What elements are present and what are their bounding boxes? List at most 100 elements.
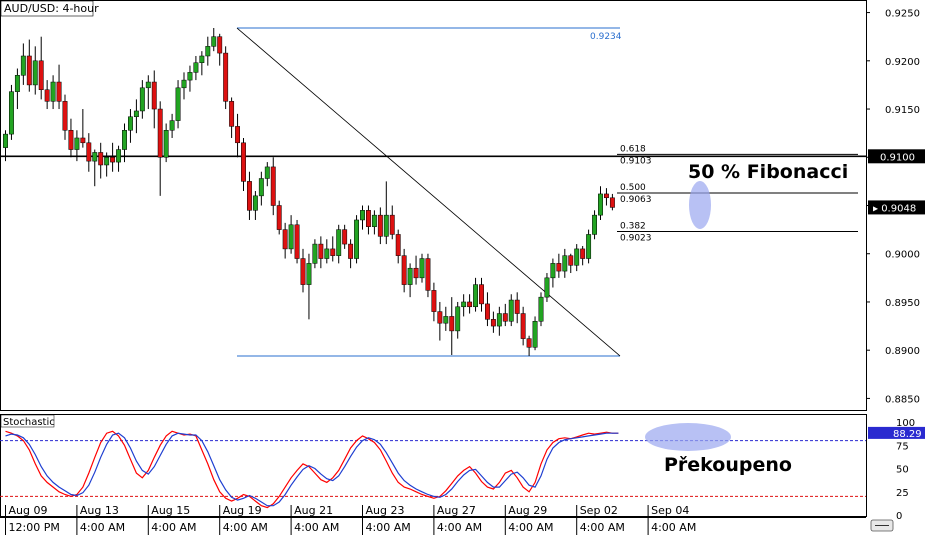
candle	[562, 248, 568, 278]
candle	[229, 97, 235, 138]
stoch-k-line	[5, 430, 619, 509]
x-time-label: 4:00 AM	[651, 521, 696, 534]
fib-highlight	[689, 181, 711, 229]
x-time-label: 4:00 AM	[580, 521, 625, 534]
current-price-tag	[868, 200, 925, 215]
candle	[247, 171, 252, 220]
candle	[455, 301, 461, 339]
candle	[282, 222, 288, 259]
x-time-label: 4:00 AM	[80, 521, 125, 534]
candle	[205, 36, 211, 66]
candle	[371, 210, 377, 235]
candle	[318, 236, 324, 269]
candle	[383, 181, 389, 245]
candle	[133, 99, 139, 134]
candle	[86, 133, 92, 172]
candle	[235, 113, 241, 158]
candle	[44, 80, 50, 110]
candle	[163, 123, 169, 163]
candle	[336, 224, 342, 264]
candle	[128, 109, 133, 143]
candle	[264, 162, 270, 187]
candle	[592, 210, 597, 240]
candle	[68, 118, 74, 158]
candle	[193, 55, 199, 81]
candle	[526, 335, 532, 356]
candle	[508, 294, 514, 327]
candle	[139, 80, 145, 119]
candle	[485, 292, 490, 327]
fib-price-label: 0.9023	[620, 234, 652, 244]
swing-high-label: 0.9234	[590, 32, 622, 42]
x-date-label: Sep 02	[580, 504, 618, 517]
x-time-label: 4:00 AM	[366, 521, 411, 534]
candle	[609, 193, 615, 211]
candle	[217, 33, 223, 66]
line-price-label: 0.9100	[880, 152, 915, 163]
candle	[38, 36, 44, 100]
candle	[419, 253, 425, 283]
candle	[258, 171, 264, 206]
candle	[490, 311, 496, 333]
candle	[502, 303, 508, 327]
candle	[104, 152, 110, 177]
candle	[294, 219, 300, 264]
candle	[395, 229, 401, 264]
candle	[92, 149, 98, 187]
candle	[580, 246, 586, 266]
candle	[377, 207, 383, 245]
candle	[199, 51, 205, 76]
candle	[544, 273, 550, 302]
candle	[342, 224, 348, 249]
x-time-label: 4:00 AM	[437, 521, 482, 534]
candle	[211, 28, 217, 52]
candle	[116, 145, 121, 172]
candle	[568, 253, 574, 274]
x-date-label: Aug 13	[80, 504, 119, 517]
candle	[181, 72, 187, 100]
scroll-icon[interactable]	[870, 519, 894, 532]
stoch-tick-label: 0	[896, 511, 902, 522]
candle	[514, 292, 520, 324]
candle	[520, 306, 526, 346]
stoch-d-line	[5, 432, 619, 507]
candle	[413, 255, 419, 285]
candle	[598, 186, 603, 220]
price-tick-label: 0.8950	[885, 298, 920, 309]
candle	[366, 205, 371, 235]
price-tick-label: 0.8900	[885, 346, 920, 357]
price-tick-label: 0.9150	[885, 105, 920, 116]
candle	[574, 244, 580, 272]
price-tick-label: 0.8850	[885, 394, 920, 405]
candle	[431, 282, 437, 322]
candle	[3, 130, 8, 162]
price-tick-label: 0.9200	[885, 57, 920, 68]
candle	[110, 142, 116, 172]
candle	[122, 123, 127, 163]
candle	[98, 142, 104, 179]
candle	[80, 109, 86, 148]
candle	[223, 46, 229, 110]
x-date-label: Aug 15	[151, 504, 190, 517]
candle	[306, 253, 312, 320]
candle	[348, 239, 354, 269]
candle	[50, 75, 56, 110]
chart-title: AUD/USD: 4-hour	[4, 2, 99, 15]
stoch-value-label: 88.29	[893, 429, 922, 440]
candle	[556, 253, 562, 278]
fib-ratio-label: 0.618	[620, 144, 646, 154]
candle	[20, 43, 26, 85]
candle	[532, 316, 538, 351]
candle	[473, 277, 479, 312]
candle	[145, 75, 151, 110]
x-time-label: 4:00 AM	[508, 521, 553, 534]
x-date-label: Aug 19	[223, 504, 262, 517]
candle	[62, 94, 68, 140]
candle	[300, 248, 306, 293]
candle	[360, 205, 365, 230]
candle	[496, 306, 502, 336]
candle	[461, 294, 467, 317]
candle	[550, 258, 556, 288]
x-time-label: 12:00 PM	[9, 521, 60, 534]
